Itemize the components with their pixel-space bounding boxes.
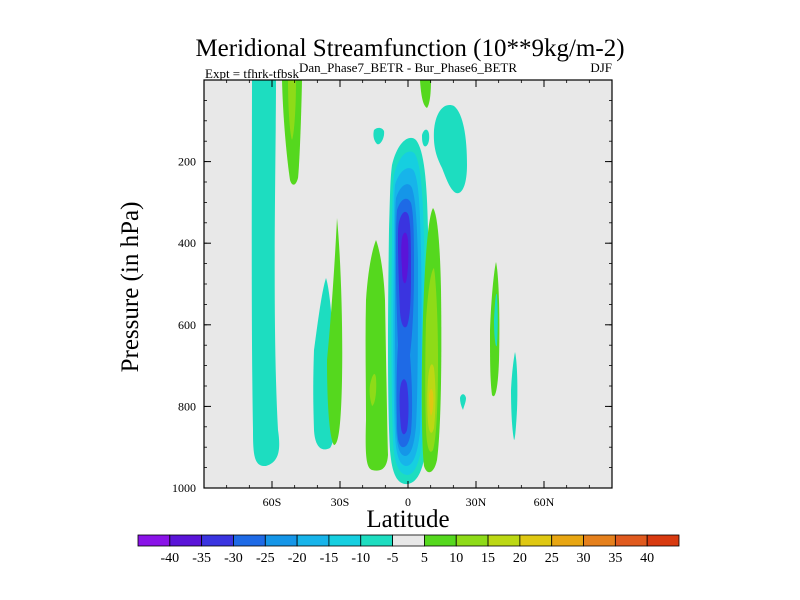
contour-north-upper-pos xyxy=(420,80,431,108)
experiment-annotation: Expt = tfhrk-tfbsk xyxy=(205,66,299,81)
y-tick-label: 800 xyxy=(178,399,196,413)
contour-trop-neg-35 xyxy=(401,232,409,284)
y-tick-label: 400 xyxy=(178,236,196,250)
colorbar-label: -40 xyxy=(160,551,179,566)
colorbar-box xyxy=(424,534,457,547)
y-tick-label: 200 xyxy=(178,155,196,169)
colorbar-label: 40 xyxy=(640,551,654,566)
colorbar-label: -20 xyxy=(288,551,307,566)
colorbar-box xyxy=(519,534,553,547)
colorbar-label: 35 xyxy=(608,551,622,566)
x-tick-label: 0 xyxy=(405,495,411,509)
colorbar-box xyxy=(233,534,266,547)
colorbar-label: 20 xyxy=(513,551,527,566)
colorbar-label: 15 xyxy=(481,551,495,566)
colorbar-label: 10 xyxy=(449,551,463,566)
colorbar-label: -5 xyxy=(387,551,399,566)
y-tick-label: 1000 xyxy=(172,481,196,495)
x-axis-label: Latitude xyxy=(366,506,449,533)
contour-north-neg-spot xyxy=(460,394,466,410)
contour-south-pos-jet-core xyxy=(369,374,377,406)
contour-south-pos-upper-core xyxy=(288,80,296,140)
contour-upper-spot-1 xyxy=(373,127,385,145)
colorbar-label: -35 xyxy=(192,551,211,566)
contour-north-neg-far xyxy=(511,352,518,440)
y-axis-label: Pressure (in hPa) xyxy=(117,202,144,373)
colorbar-box xyxy=(614,534,648,547)
colorbar-box xyxy=(392,534,425,547)
colorbar-box xyxy=(296,534,330,547)
contour-north-upper-neg-2 xyxy=(422,129,430,147)
contour-south-neg-band xyxy=(251,80,280,467)
colorbar-box xyxy=(551,534,584,547)
colorbar-box xyxy=(137,534,171,547)
colorbar-label: 5 xyxy=(421,551,428,566)
y-tick-label: 600 xyxy=(178,318,196,332)
colorbar: -40 -35 -30 -25 -20 -15 -10 -5 5 10 15 20 25 30 35 40 xyxy=(137,534,680,566)
colorbar-label: -25 xyxy=(256,551,275,566)
chart-subtitle: Dan_Phase7_BETR - Bur_Phase6_BETR xyxy=(299,60,517,75)
colorbar-label: 30 xyxy=(577,551,591,566)
chart-title: Meridional Streamfunction (10**9kg/m-2) xyxy=(195,35,624,62)
x-tick-label: 60S xyxy=(263,495,282,509)
colorbar-box xyxy=(169,534,203,547)
contour-north-neg-streak xyxy=(494,293,498,347)
colorbar-label: -30 xyxy=(224,551,243,566)
colorbar-box xyxy=(583,534,616,547)
contour-north-upper-neg xyxy=(433,105,467,194)
colorbar-box xyxy=(360,534,393,547)
contour-north-pos-20 xyxy=(429,389,434,416)
colorbar-box xyxy=(487,534,521,547)
contour-midlat-pos-1 xyxy=(327,218,343,445)
x-tick-label: 60N xyxy=(534,495,555,509)
contour-fills xyxy=(251,80,518,485)
contour-trop-neg-30-lower xyxy=(399,379,409,435)
colorbar-box xyxy=(264,534,298,547)
x-tick-label: 30N xyxy=(466,495,487,509)
season-annotation: DJF xyxy=(590,60,612,75)
x-tick-label: 30S xyxy=(331,495,350,509)
colorbar-label: -15 xyxy=(320,551,339,566)
colorbar-label: 25 xyxy=(545,551,559,566)
colorbar-box xyxy=(646,534,680,547)
colorbar-box xyxy=(455,534,489,547)
colorbar-box xyxy=(201,534,234,547)
axes: 60S 30S 0 30N 60N 200 400 600 800 1000 xyxy=(172,79,613,509)
contour-south-pos-jet xyxy=(365,240,388,471)
colorbar-box xyxy=(328,534,362,547)
colorbar-label: -10 xyxy=(351,551,370,566)
